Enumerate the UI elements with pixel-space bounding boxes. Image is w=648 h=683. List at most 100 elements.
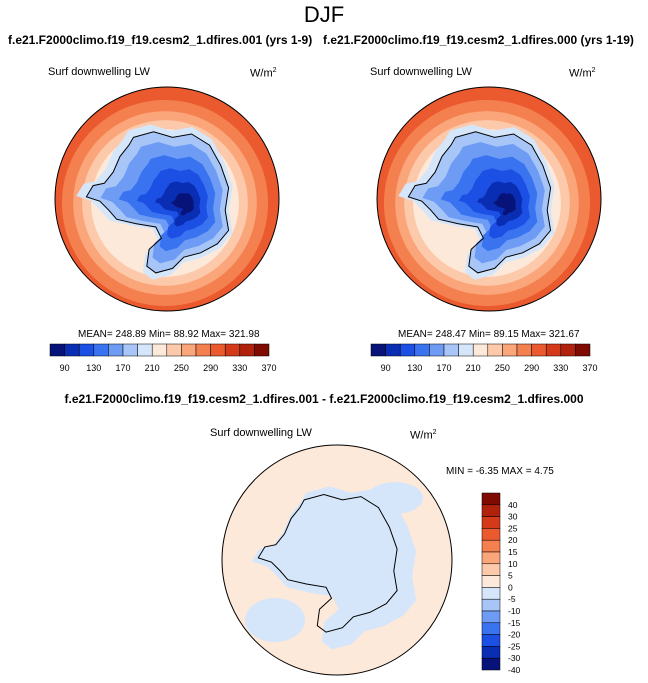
colorbar-swatch <box>108 343 124 357</box>
right-panel-unit: W/m2 <box>569 67 596 80</box>
difference-antarctic-map <box>221 444 453 676</box>
colorbar-swatch <box>502 343 518 357</box>
colorbar-tick-label: -40 <box>508 665 521 675</box>
colorbar-swatch <box>49 343 65 357</box>
colorbar-tick-label: 90 <box>60 363 70 373</box>
coastline <box>85 131 230 274</box>
colorbar-swatch <box>370 343 386 357</box>
colorbar-tick-label: -10 <box>508 606 521 616</box>
colorbar-tick-label: 0 <box>508 582 513 592</box>
right-panel-run-title: f.e21.F2000climo.f19_f19.cesm2_1.dfires.… <box>323 33 634 47</box>
colorbar-swatch <box>210 343 226 357</box>
colorbar-tick-label: 330 <box>553 363 568 373</box>
colorbar-swatch <box>481 492 501 506</box>
coastline <box>407 131 552 274</box>
colorbar-tick-label: 210 <box>466 363 481 373</box>
figure-title: DJF <box>303 2 345 27</box>
colorbar-swatch <box>516 343 532 357</box>
colorbar-swatch <box>481 504 501 517</box>
colorbar-swatch <box>181 343 197 357</box>
diff-panel-unit: W/m2 <box>410 429 437 442</box>
map-border <box>221 444 453 676</box>
colorbar-swatch <box>481 516 501 529</box>
colorbar-swatch <box>481 551 501 565</box>
colorbar-swatch <box>399 343 416 357</box>
colorbar-tick-label: 90 <box>381 363 391 373</box>
right-map-fill <box>376 86 602 312</box>
right-antarctic-map <box>376 86 602 312</box>
left-panel-stats: MEAN= 248.89 Min= 88.92 Max= 321.98 <box>78 329 260 340</box>
left-panel-run-title: f.e21.F2000climo.f19_f19.cesm2_1.dfires.… <box>8 33 313 47</box>
colorbar-swatch <box>443 343 459 357</box>
colorbar-tick-label: 330 <box>232 363 247 373</box>
colorbar-tick-label: -20 <box>508 630 521 640</box>
colorbar-tick-label: 130 <box>86 363 101 373</box>
colorbar-swatch <box>481 634 501 647</box>
diff-map-fill <box>221 444 453 676</box>
left-panel-unit: W/m2 <box>250 67 277 80</box>
colorbar-tick-label: 30 <box>508 512 518 522</box>
map-border <box>54 86 280 312</box>
colorbar-swatch <box>481 575 501 588</box>
colorbar-swatch <box>254 343 270 357</box>
difference-panel-title: f.e21.F2000climo.f19_f19.cesm2_1.dfires.… <box>64 392 584 406</box>
coastline <box>257 493 398 633</box>
colorbar-swatch <box>481 528 501 541</box>
colorbar-swatch <box>64 343 80 357</box>
colorbar-tick-label: -30 <box>508 653 521 663</box>
right-panel-variable-label: Surf downwelling LW <box>370 66 472 78</box>
colorbar-swatch <box>481 563 501 576</box>
colorbar-swatch <box>560 343 576 357</box>
colorbar-swatch <box>93 343 109 357</box>
diff-panel-stats: MIN = -6.35 MAX = 4.75 <box>446 466 554 477</box>
left-panel-variable-label: Surf downwelling LW <box>48 66 150 78</box>
colorbar-swatch <box>481 610 501 624</box>
colorbar-tick-label: 290 <box>524 363 539 373</box>
colorbar-tick-label: 5 <box>508 571 513 581</box>
colorbar-swatch <box>481 657 501 671</box>
colorbar-tick-label: 20 <box>508 535 518 545</box>
colorbar-swatch <box>239 343 255 357</box>
colorbar-swatch <box>545 343 562 357</box>
colorbar-swatch <box>481 646 501 659</box>
negative-anomaly-area <box>251 486 417 650</box>
colorbar-tick-label: 10 <box>508 559 518 569</box>
left-map-fill <box>54 86 280 312</box>
colorbar-swatch <box>481 598 501 612</box>
colorbar-swatch <box>481 539 501 553</box>
colorbar-swatch <box>531 343 547 357</box>
colorbar-tick-label: 370 <box>582 363 597 373</box>
colorbar-tick-label: 170 <box>436 363 451 373</box>
colorbar-swatch <box>481 622 501 635</box>
map-border <box>376 86 602 312</box>
colorbar-swatch <box>224 343 241 357</box>
colorbar-swatch <box>137 343 153 357</box>
colorbar-swatch <box>151 343 168 357</box>
colorbar-swatch <box>414 343 430 357</box>
colorbar-swatch <box>78 343 95 357</box>
colorbar-tick-label: 250 <box>495 363 510 373</box>
colorbar-swatch <box>575 343 591 357</box>
colorbar-swatch <box>166 343 182 357</box>
right-panel-stats: MEAN= 248.47 Min= 89.15 Max= 321.67 <box>398 329 580 340</box>
colorbar-tick-label: 130 <box>407 363 422 373</box>
right-colorbar: 90 130 170 210 250 290 330 370 <box>370 343 598 373</box>
colorbar-swatch <box>458 343 474 357</box>
colorbar-swatch <box>472 343 489 357</box>
colorbar-swatch <box>429 343 445 357</box>
ice-sheet-band <box>493 193 516 216</box>
colorbar-swatch <box>195 343 211 357</box>
colorbar-tick-label: 290 <box>203 363 218 373</box>
ice-sheet-band <box>171 193 194 216</box>
left-antarctic-map <box>54 86 280 312</box>
negative-anomaly-area <box>367 482 423 514</box>
left-colorbar: 90 130 170 210 250 290 330 370 <box>49 343 277 373</box>
negative-anomaly-area <box>245 598 305 642</box>
colorbar-tick-label: -5 <box>508 594 516 604</box>
colorbar-tick-label: 15 <box>508 547 518 557</box>
colorbar-tick-label: 40 <box>508 500 518 510</box>
colorbar-tick-label: 210 <box>145 363 160 373</box>
colorbar-tick-label: -15 <box>508 618 521 628</box>
colorbar-tick-label: 25 <box>508 523 518 533</box>
